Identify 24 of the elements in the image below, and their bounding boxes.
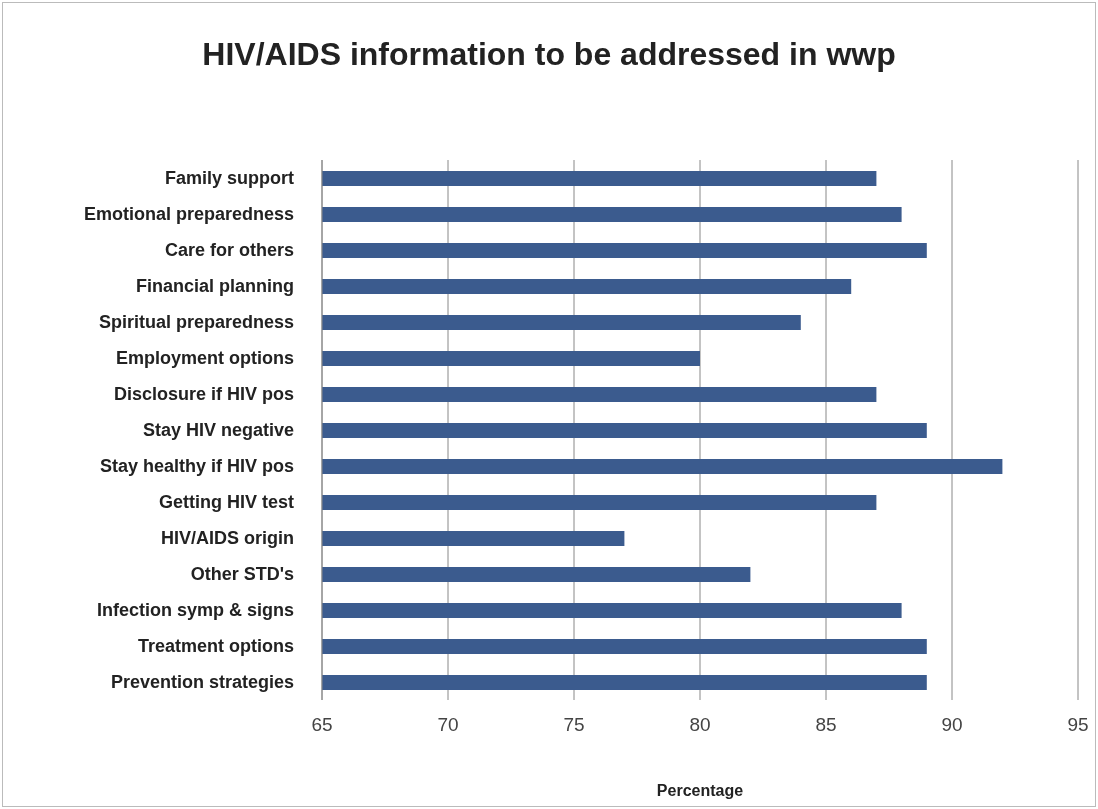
x-tick-label: 95 — [1067, 714, 1089, 736]
y-tick-label: Prevention strategies — [110, 672, 294, 693]
y-tick-label: Treatment options — [137, 636, 294, 657]
y-tick-label: Disclosure if HIV pos — [113, 384, 294, 405]
x-tick-label: 65 — [311, 714, 333, 736]
chart-title: HIV/AIDS information to be addressed in wwp — [201, 36, 897, 73]
y-tick-label: Getting HIV test — [158, 492, 294, 513]
y-tick-label: Financial planning — [135, 276, 294, 297]
x-tick-label: 85 — [815, 714, 837, 736]
y-tick-label: Spiritual preparedness — [98, 312, 294, 333]
y-tick-label: HIV/AIDS origin — [160, 528, 294, 549]
y-tick-label: Stay HIV negative — [142, 420, 294, 441]
y-tick-label: Infection symp & signs — [96, 600, 294, 621]
y-tick-label: Employment options — [115, 348, 294, 369]
y-tick-label: Emotional preparedness — [83, 204, 294, 225]
y-tick-label: Care for others — [164, 240, 294, 261]
y-tick-label: Other STD's — [190, 564, 294, 585]
x-axis-title: Percentage — [655, 782, 745, 800]
x-tick-label: 75 — [563, 714, 585, 736]
x-tick-label: 80 — [689, 714, 711, 736]
y-tick-label: Family support — [164, 168, 294, 189]
x-tick-label: 90 — [941, 714, 963, 736]
y-tick-label: Stay healthy if HIV pos — [99, 456, 294, 477]
x-tick-label: 70 — [437, 714, 459, 736]
